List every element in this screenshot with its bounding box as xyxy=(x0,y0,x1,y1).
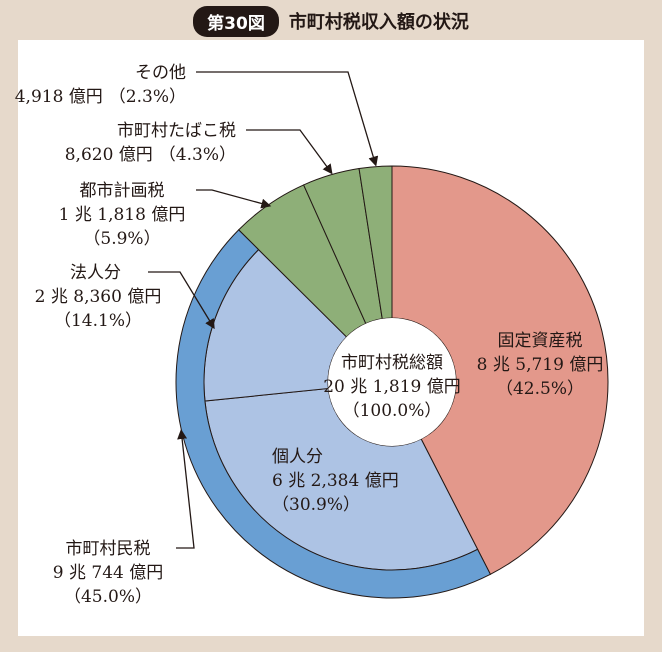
slice-percent-city-planning-tax: （5.9%） xyxy=(83,229,160,249)
slice-value-tobacco-tax: 8,620 億円 （4.3%） xyxy=(65,145,236,165)
leader-line-city-planning-tax xyxy=(196,189,272,209)
figure-number-badge: 第30図 xyxy=(193,5,279,37)
slice-label-tobacco-tax: 市町村たばこ税 xyxy=(117,121,236,141)
slice-percent-corporate: （14.1%） xyxy=(54,311,142,331)
slice-label-other: その他 xyxy=(135,63,186,83)
slice-label-fixed-asset-tax: 固定資産税 xyxy=(498,331,583,351)
chart-title: 市町村税収入額の状況 xyxy=(288,12,469,33)
center-label-percent: （100.0%） xyxy=(343,401,442,421)
slice-label-individual: 個人分 xyxy=(272,447,323,467)
slice-label-city-planning-tax: 都市計画税 xyxy=(80,181,165,201)
slice-value-other: 4,918 億円 （2.3%） xyxy=(15,87,186,107)
center-label-title: 市町村税総額 xyxy=(341,353,443,373)
donut-center-hole xyxy=(328,318,456,446)
group-label-resident-tax: 市町村民税 xyxy=(66,539,151,559)
slice-amount-individual: 6 兆 2,384 億円 xyxy=(272,471,399,491)
slice-amount-corporate: 2 兆 8,360 億円 xyxy=(35,287,162,307)
slice-percent-individual: （30.9%） xyxy=(272,495,360,515)
group-amount-resident-tax: 9 兆 744 億円 xyxy=(53,563,163,583)
slice-resident-tax-ring xyxy=(175,229,492,599)
slice-amount-fixed-asset-tax: 8 兆 5,719 億円 xyxy=(477,355,604,375)
leader-line-resident-tax xyxy=(176,429,195,549)
figure-header: 第30図 市町村税収入額の状況 xyxy=(0,5,662,37)
group-percent-resident-tax: （45.0%） xyxy=(64,587,152,607)
slice-percent-fixed-asset-tax: （42.5%） xyxy=(496,379,584,399)
leader-line-corporate xyxy=(148,271,215,330)
slice-amount-city-planning-tax: 1 兆 1,818 億円 xyxy=(59,205,186,225)
slice-label-corporate: 法人分 xyxy=(70,263,121,283)
leader-line-tobacco-tax xyxy=(246,129,333,175)
center-label-amount: 20 兆 1,819 億円 xyxy=(323,377,461,397)
leader-line-other xyxy=(196,71,379,167)
